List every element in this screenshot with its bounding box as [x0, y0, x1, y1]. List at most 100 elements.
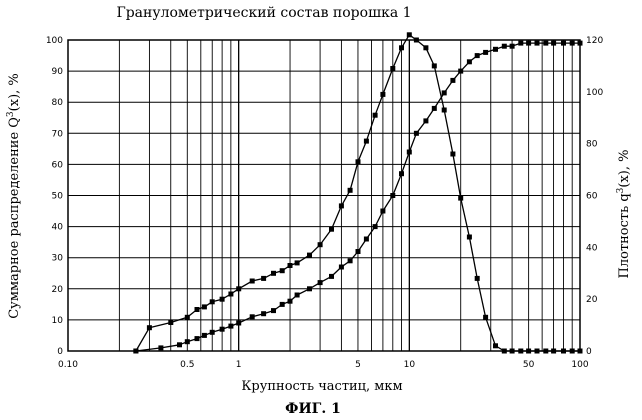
x-tick-label: 1 [236, 360, 242, 370]
cumulative-point [543, 41, 548, 46]
cumulative-point [551, 41, 556, 46]
right-tick-label: 100 [586, 88, 603, 98]
density-point [399, 45, 404, 50]
cumulative-point [202, 333, 207, 338]
density-point [432, 63, 437, 68]
density-point [483, 315, 488, 320]
cumulative-point [261, 311, 266, 316]
cumulative-point [318, 280, 323, 285]
cumulative-point [295, 293, 300, 298]
density-point [543, 349, 548, 354]
density-point [250, 279, 255, 284]
cumulative-point [329, 274, 334, 279]
cumulative-point [280, 302, 285, 307]
y-axis-left-label: Суммарное распределение Q3(x), % [6, 73, 22, 319]
y-axis-right-label: Плотность q3(x), % [616, 150, 632, 279]
x-tick-label: 5 [355, 360, 361, 370]
density-point [329, 227, 334, 232]
density-point [364, 139, 369, 144]
density-point [561, 349, 566, 354]
density-point [210, 299, 215, 304]
cumulative-point [483, 50, 488, 55]
density-point [202, 304, 207, 309]
cumulative-point [535, 41, 540, 46]
cumulative-point [288, 299, 293, 304]
x-tick-label: 100 [571, 360, 588, 370]
chart-title: Гранулометрический состав порошка 1 [116, 5, 411, 21]
density-point [147, 325, 152, 330]
density-point [493, 343, 498, 348]
cumulative-point [236, 321, 241, 326]
left-tick-label: 60 [52, 160, 64, 170]
left-tick-label: 100 [46, 36, 63, 46]
cumulative-point [364, 237, 369, 242]
right-axis-ticks: 020406080100120 [586, 36, 603, 357]
cumulative-point [407, 150, 412, 155]
density-point [450, 152, 455, 157]
figure-caption: ФИГ. 1 [285, 401, 341, 417]
cumulative-point [423, 118, 428, 123]
left-tick-label: 70 [52, 129, 64, 139]
density-point [407, 32, 412, 37]
cumulative-point [390, 193, 395, 198]
density-point [261, 276, 266, 281]
density-point [380, 92, 385, 97]
cumulative-point [561, 41, 566, 46]
density-point [390, 66, 395, 71]
cumulative-point [502, 44, 507, 49]
cumulative-point [518, 41, 523, 46]
cumulative-point [307, 286, 312, 291]
density-point [168, 320, 173, 325]
density-point [518, 349, 523, 354]
density-point [442, 108, 447, 113]
density-point [280, 268, 285, 273]
left-tick-label: 30 [52, 254, 64, 264]
cumulative-point [158, 345, 163, 350]
cumulative-point [195, 336, 200, 341]
cumulative-point [526, 41, 531, 46]
cumulative-point [271, 308, 276, 313]
density-point [236, 286, 241, 291]
cumulative-point [339, 265, 344, 270]
x-tick-label: 0.5 [180, 360, 194, 370]
density-point [318, 242, 323, 247]
left-axis-ticks: 0102030405060708090100 [46, 36, 63, 357]
density-point [578, 349, 583, 354]
density-point [458, 196, 463, 201]
cumulative-point [493, 47, 498, 52]
density-point [195, 307, 200, 312]
x-axis-label: Крупность частиц, мкм [241, 379, 402, 394]
cumulative-point [578, 41, 583, 46]
cumulative-point [450, 78, 455, 83]
cumulative-point [570, 41, 575, 46]
cumulative-point [250, 314, 255, 319]
cumulative-point [348, 258, 353, 263]
density-point [185, 315, 190, 320]
density-point [414, 38, 419, 43]
left-tick-label: 10 [52, 316, 64, 326]
left-tick-label: 80 [52, 98, 64, 108]
cumulative-point [356, 249, 361, 254]
right-tick-label: 80 [586, 140, 598, 150]
cumulative-point [475, 53, 480, 58]
right-tick-label: 20 [586, 295, 598, 305]
density-point [570, 349, 575, 354]
density-point [535, 349, 540, 354]
density-point [423, 45, 428, 50]
density-point [228, 292, 233, 297]
left-tick-label: 40 [52, 223, 64, 233]
cumulative-point [432, 106, 437, 111]
density-point [348, 188, 353, 193]
x-tick-label: 0.10 [58, 360, 78, 370]
cumulative-point [177, 342, 182, 347]
right-tick-label: 120 [586, 36, 603, 46]
density-point [551, 349, 556, 354]
right-tick-label: 40 [586, 243, 598, 253]
cumulative-point [380, 209, 385, 214]
cumulative-point [458, 69, 463, 74]
density-point [510, 349, 515, 354]
density-point [502, 349, 507, 354]
grid [68, 40, 580, 351]
left-tick-label: 50 [52, 192, 64, 202]
